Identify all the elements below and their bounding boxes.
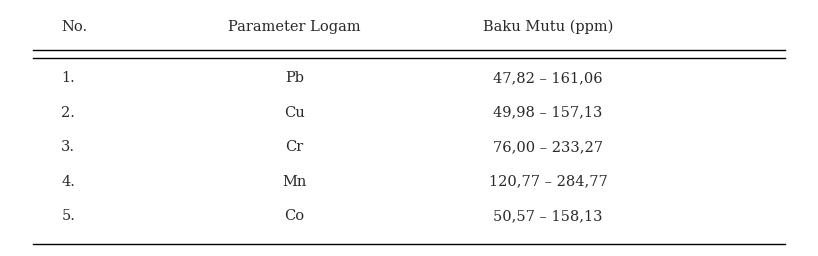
Text: 76,00 – 233,27: 76,00 – 233,27 [493, 140, 603, 154]
Text: 50,57 – 158,13: 50,57 – 158,13 [493, 209, 603, 223]
Text: 1.: 1. [61, 71, 75, 85]
Text: 5.: 5. [61, 209, 75, 223]
Text: Baku Mutu (ppm): Baku Mutu (ppm) [483, 20, 614, 34]
Text: Parameter Logam: Parameter Logam [228, 20, 361, 34]
Text: Co: Co [285, 209, 304, 223]
Text: 4.: 4. [61, 175, 75, 189]
Text: 49,98 – 157,13: 49,98 – 157,13 [493, 106, 603, 120]
Text: Cr: Cr [285, 140, 303, 154]
Text: Pb: Pb [285, 71, 304, 85]
Text: 47,82 – 161,06: 47,82 – 161,06 [493, 71, 603, 85]
Text: Mn: Mn [282, 175, 307, 189]
Text: 120,77 – 284,77: 120,77 – 284,77 [488, 175, 608, 189]
Text: Cu: Cu [284, 106, 305, 120]
Text: 2.: 2. [61, 106, 75, 120]
Text: No.: No. [61, 20, 88, 34]
Text: 3.: 3. [61, 140, 75, 154]
